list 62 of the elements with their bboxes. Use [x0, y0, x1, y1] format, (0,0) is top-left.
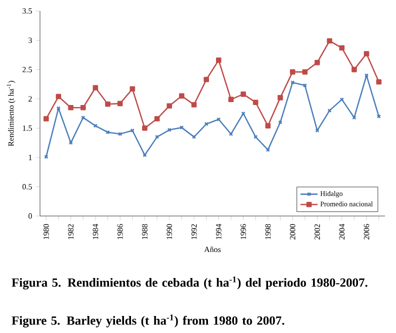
x-tick-label: 1986 [117, 224, 123, 240]
point [56, 106, 61, 110]
point [364, 51, 370, 56]
point [154, 116, 160, 122]
y-axis-title: Rendimiento (t ha$^{-1}$) [6, 80, 16, 146]
point [204, 76, 209, 82]
y-tick-label: 3.5 [22, 8, 32, 14]
x-tick-label: 1994 [216, 224, 222, 240]
point [376, 79, 382, 85]
y-tick-label: 0 [28, 213, 32, 219]
point [339, 45, 345, 51]
x-tick-label: 1998 [265, 224, 271, 240]
y-tick-label: 1 [28, 154, 32, 160]
text: Figura 5. Rendimientos de cebada (t ha$^{-1}$) del periodo 1980-2007. [12, 276, 368, 290]
point [80, 104, 86, 110]
point [44, 116, 49, 122]
y-tick-label: 3 [28, 38, 32, 43]
point [314, 60, 320, 66]
y-tick-label: 0.5 [22, 184, 32, 190]
point [252, 100, 258, 106]
point [278, 95, 283, 100]
x-tick-label: 1982 [68, 224, 74, 240]
point [179, 93, 184, 99]
point [130, 86, 136, 92]
x-tick-label: 1996 [240, 224, 246, 240]
y-tick-label: 2 [28, 96, 32, 102]
point [166, 103, 172, 109]
point [117, 100, 123, 106]
point [105, 101, 110, 107]
point [315, 128, 320, 133]
point [142, 125, 148, 131]
x-tick-label: 2002 [314, 224, 320, 240]
y-tick-label: 1.5 [22, 125, 32, 131]
point [191, 102, 197, 108]
point [92, 85, 98, 90]
x-tick-label: 2004 [339, 224, 345, 240]
point [93, 124, 98, 128]
point [204, 122, 208, 126]
y-tick-label: 2.5 [22, 66, 32, 72]
point [352, 66, 357, 72]
point [228, 96, 234, 102]
x-tick-label: 1990 [166, 224, 172, 240]
text: Figure 5. Barley yields (t ha$^{-1}$) from 1980 to 2007. [12, 314, 284, 328]
x-tick-label: 1988 [142, 224, 148, 240]
x-tick-label: 1980 [43, 224, 49, 240]
point [142, 153, 147, 158]
x-tick-label: 1984 [92, 224, 98, 240]
point [290, 69, 296, 75]
point [265, 123, 271, 128]
point [302, 69, 308, 75]
point [216, 58, 222, 63]
point [266, 148, 270, 152]
x-tick-label: 2000 [290, 224, 296, 240]
point [68, 104, 74, 110]
point [180, 125, 184, 130]
point [326, 38, 332, 44]
x-tick-label: 1992 [191, 224, 197, 240]
x-axis-title: Años [204, 246, 221, 252]
point [56, 94, 62, 100]
point [240, 92, 246, 97]
point [352, 116, 356, 120]
x-tick-label: 2006 [364, 224, 370, 240]
